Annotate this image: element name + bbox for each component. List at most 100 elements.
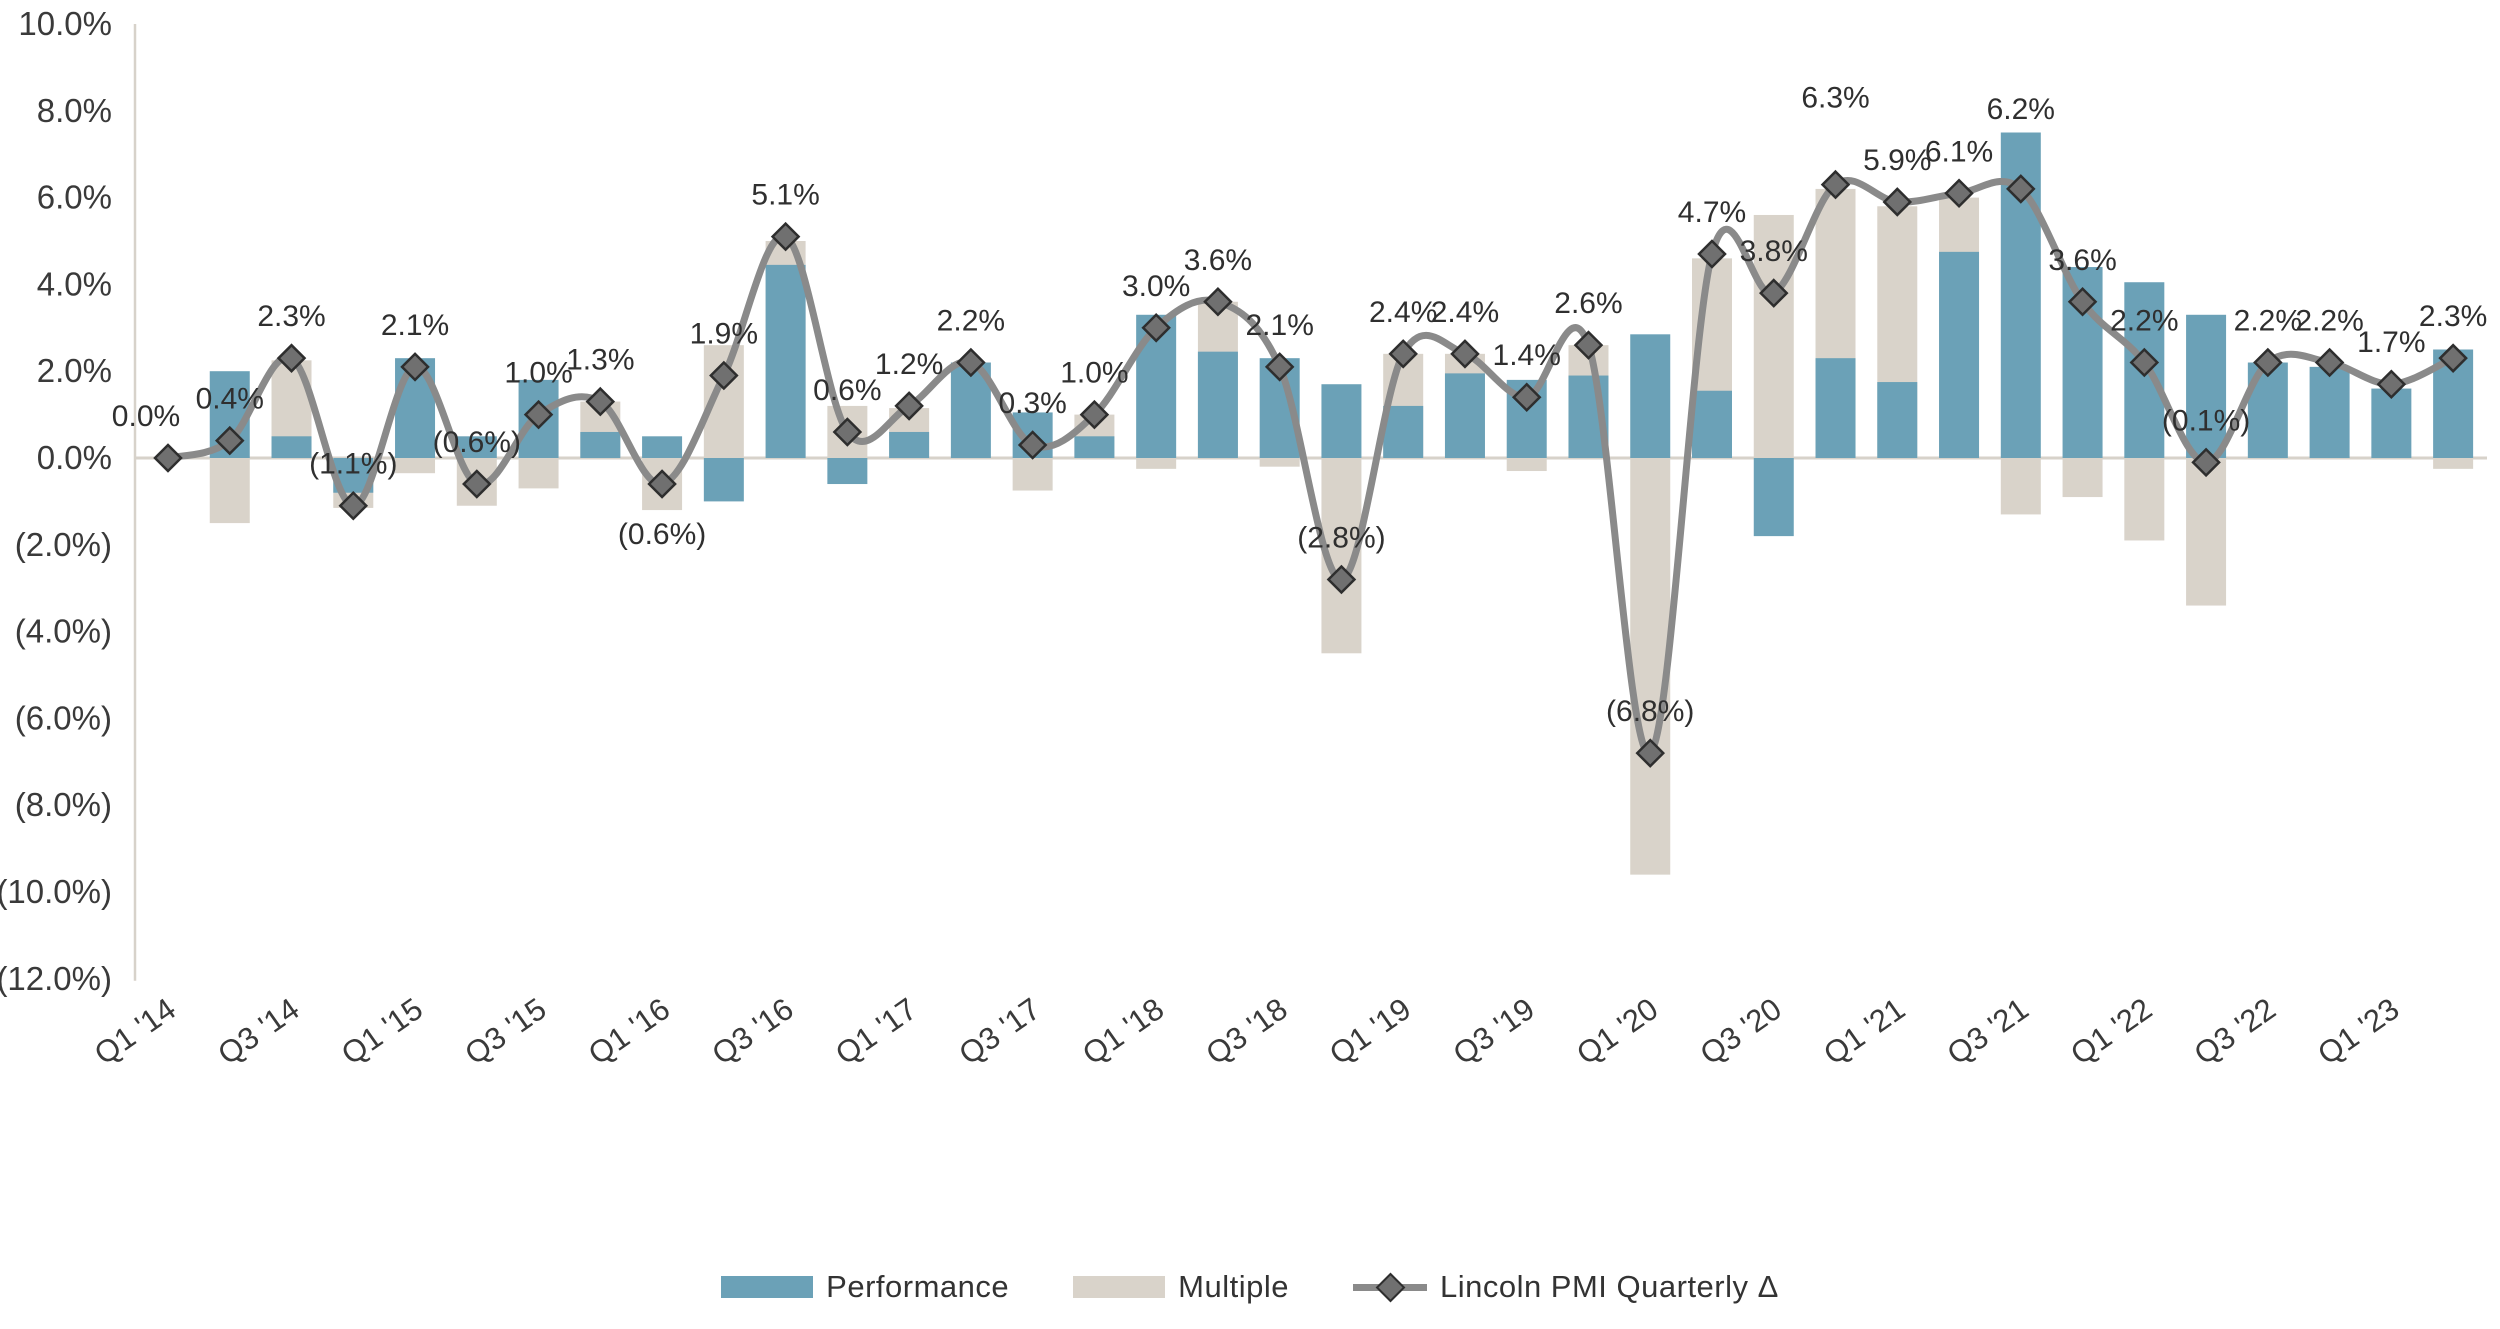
pmi-point-label: 2.6% bbox=[1554, 287, 1622, 320]
y-tick-label: (10.0%) bbox=[0, 873, 112, 910]
performance-bar bbox=[1074, 436, 1115, 458]
pmi-marker-diamond-icon bbox=[1326, 564, 1357, 595]
performance-bar bbox=[1753, 458, 1794, 537]
pmi-line-swatch bbox=[1352, 1272, 1427, 1303]
pmi-point-label: (2.8%) bbox=[1297, 522, 1385, 555]
performance-bar bbox=[1939, 251, 1980, 458]
pmi-marker-diamond-icon bbox=[1017, 430, 1048, 460]
pmi-point-label: 2.3% bbox=[2419, 300, 2487, 333]
y-tick-label: 0.0% bbox=[37, 439, 112, 476]
pmi-point-label: 5.9% bbox=[1863, 144, 1931, 177]
legend-label-performance: Performance bbox=[826, 1269, 1010, 1304]
pmi-point-label: 3.6% bbox=[2048, 244, 2116, 277]
pmi-point-label: 2.1% bbox=[381, 309, 449, 342]
pmi-marker-diamond-icon bbox=[1573, 330, 1604, 360]
pmi-marker-diamond-icon bbox=[1697, 239, 1727, 269]
performance-bar bbox=[1630, 334, 1671, 458]
pmi-marker-diamond-icon bbox=[2129, 347, 2160, 378]
y-tick-label: (4.0%) bbox=[15, 613, 112, 650]
multiple-bar bbox=[2433, 458, 2474, 469]
pmi-point-label: (0.6%) bbox=[618, 518, 706, 551]
pmi-point-label: 2.3% bbox=[257, 300, 325, 333]
performance-bar bbox=[271, 436, 312, 458]
pmi-point-label: 1.3% bbox=[566, 344, 634, 377]
pmi-line-sample-diamond-icon bbox=[1375, 1272, 1406, 1303]
pmi-marker-diamond-icon bbox=[1264, 352, 1295, 382]
pmi-point-label: 0.4% bbox=[196, 383, 264, 416]
pmi-marker-diamond-icon bbox=[153, 443, 183, 473]
multiple-bar bbox=[2062, 458, 2103, 498]
pmi-point-label: 2.2% bbox=[2234, 305, 2302, 338]
pmi-marker-diamond-icon bbox=[2438, 343, 2468, 373]
performance-bar bbox=[765, 264, 806, 458]
pmi-point-label: 0.6% bbox=[813, 374, 881, 407]
pmi-marker-diamond-icon bbox=[1635, 738, 1666, 768]
pmi-point-label: 0.0% bbox=[112, 400, 180, 433]
pmi-point-label: 1.2% bbox=[875, 348, 943, 381]
pmi-point-label: 0.3% bbox=[998, 387, 1066, 420]
performance-bar bbox=[1383, 405, 1424, 458]
pmi-marker-diamond-icon bbox=[2314, 347, 2345, 378]
multiple-bar bbox=[1506, 458, 1547, 472]
multiple-swatch bbox=[1073, 1276, 1166, 1298]
x-tick-label: Q1 '20 bbox=[1570, 991, 1664, 1072]
performance-bar bbox=[1321, 384, 1362, 458]
pmi-marker-diamond-icon bbox=[2191, 447, 2221, 478]
pmi-marker-diamond-icon bbox=[214, 425, 245, 456]
pmi-point-label: (6.8%) bbox=[1606, 695, 1694, 728]
x-tick-label: Q3 '21 bbox=[1941, 991, 2035, 1072]
performance-bar bbox=[827, 458, 868, 485]
pmi-point-label: 3.6% bbox=[1184, 244, 1252, 277]
legend-item-pmi-line: Lincoln PMI Quarterly Δ bbox=[1352, 1269, 1779, 1305]
multiple-bar bbox=[1012, 458, 1053, 491]
multiple-bar bbox=[518, 458, 559, 489]
pmi-marker-diamond-icon bbox=[1511, 382, 1542, 413]
multiple-bar bbox=[1753, 214, 1794, 458]
pmi-marker-diamond-icon bbox=[1141, 313, 1171, 343]
pmi-marker-diamond-icon bbox=[1388, 339, 1418, 369]
performance-bar bbox=[2309, 366, 2350, 458]
pmi-point-label: (1.1%) bbox=[309, 448, 397, 481]
multiple-bar bbox=[1136, 458, 1177, 469]
performance-bar bbox=[1877, 382, 1918, 458]
pmi-point-label: 1.9% bbox=[690, 318, 758, 351]
pmi-marker-diamond-icon bbox=[709, 360, 739, 391]
pmi-point-label: 1.4% bbox=[1493, 339, 1561, 372]
legend-label-multiple: Multiple bbox=[1178, 1269, 1289, 1304]
multiple-bar bbox=[395, 458, 436, 474]
pmi-point-label: 1.0% bbox=[504, 357, 572, 390]
x-tick-label: Q1 '15 bbox=[335, 991, 429, 1072]
y-tick-label: (6.0%) bbox=[15, 699, 112, 736]
y-tick-label: 4.0% bbox=[37, 265, 112, 302]
legend-item-multiple: Multiple bbox=[1073, 1269, 1289, 1305]
x-tick-label: Q3 '16 bbox=[706, 991, 800, 1072]
pmi-point-label: 2.2% bbox=[937, 305, 1005, 338]
y-tick-label: (8.0%) bbox=[15, 786, 112, 823]
pmi-marker-diamond-icon bbox=[1079, 399, 1110, 430]
x-tick-label: Q1 '23 bbox=[2311, 991, 2405, 1072]
pmi-point-label: 6.1% bbox=[1925, 135, 1993, 168]
pmi-point-label: 1.7% bbox=[2357, 326, 2425, 359]
pmi-point-label: 6.3% bbox=[1801, 82, 1869, 115]
pmi-marker-diamond-icon bbox=[894, 391, 924, 421]
pmi-marker-diamond-icon bbox=[585, 386, 616, 417]
performance-bar bbox=[1692, 390, 1732, 458]
x-tick-label: Q3 '15 bbox=[458, 991, 552, 1072]
pmi-point-label: 1.0% bbox=[1060, 357, 1128, 390]
pmi-point-label: 6.2% bbox=[1987, 93, 2055, 126]
multiple-bar bbox=[1630, 458, 1671, 875]
pmi-marker-diamond-icon bbox=[1820, 169, 1851, 200]
performance-bar bbox=[1444, 373, 1485, 458]
pmi-point-label: 2.4% bbox=[1431, 296, 1499, 329]
pmi-point-label: 3.8% bbox=[1740, 235, 1808, 268]
pmi-marker-diamond-icon bbox=[2067, 286, 2098, 317]
x-tick-label: Q3 '17 bbox=[953, 991, 1047, 1072]
performance-bar bbox=[2186, 314, 2227, 458]
x-tick-label: Q3 '19 bbox=[1447, 991, 1541, 1072]
pmi-point-label: 3.0% bbox=[1122, 270, 1190, 303]
y-tick-label: 10.0% bbox=[18, 5, 112, 42]
x-tick-label: Q1 '18 bbox=[1076, 991, 1170, 1072]
pmi-marker-diamond-icon bbox=[1758, 278, 1789, 308]
